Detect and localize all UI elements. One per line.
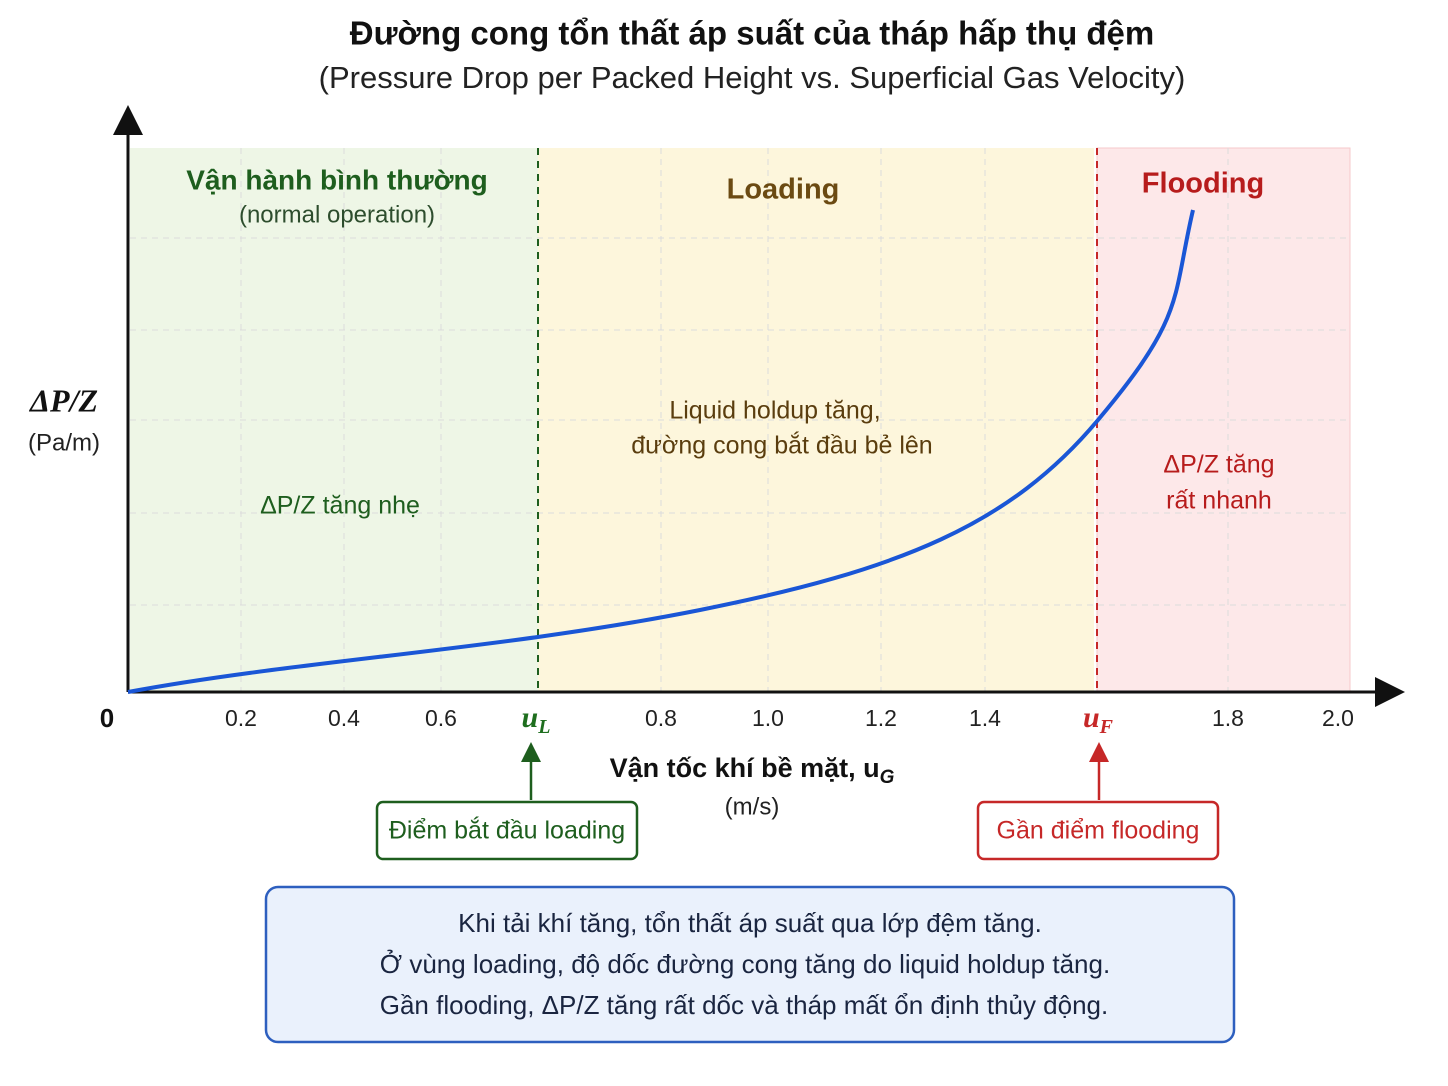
x-tick-label: 1.4 bbox=[969, 705, 1001, 731]
y-unit: (Pa/m) bbox=[28, 429, 100, 456]
zone-note: rất nhanh bbox=[1166, 487, 1272, 515]
y-label: ΔP/Z bbox=[28, 382, 98, 418]
pressure-curve bbox=[127, 209, 1195, 694]
text: Vận tốc khí bề mặt, u bbox=[610, 753, 880, 783]
summary-line: Khi tải khí tăng, tổn thất áp suất qua l… bbox=[458, 908, 1042, 938]
zone-title: Vận hành bình thường bbox=[186, 164, 487, 195]
subscript: L bbox=[537, 716, 550, 738]
x-tick-label: 0.4 bbox=[328, 705, 360, 731]
subscript: G bbox=[880, 767, 895, 788]
grid bbox=[130, 148, 1350, 692]
x-tick-uf: uF bbox=[1083, 701, 1114, 738]
summary-box bbox=[264, 885, 1236, 1044]
title: Đường cong tổn thất áp suất của tháp hấp… bbox=[350, 15, 1155, 52]
x-tick-label: 1.0 bbox=[752, 705, 784, 731]
x-tick-label: 1.8 bbox=[1212, 705, 1244, 731]
symbol: u bbox=[1083, 701, 1100, 734]
symbol: u bbox=[522, 701, 539, 734]
zone-note: ΔP/Z tăng nhẹ bbox=[260, 492, 420, 520]
x-label: Vận tốc khí bề mặt, uG bbox=[610, 753, 895, 788]
summary-line: Gần flooding, ΔP/Z tăng rất dốc và tháp … bbox=[380, 990, 1109, 1020]
x-tick-label: 1.2 bbox=[865, 705, 897, 731]
x-tick-label: 2.0 bbox=[1322, 705, 1354, 731]
x-tick-ul: uL bbox=[522, 701, 551, 738]
subscript: F bbox=[1099, 716, 1114, 738]
x-tick-label: 0.2 bbox=[225, 705, 257, 731]
zone-title: Flooding bbox=[1142, 168, 1264, 200]
zone-subtitle: (normal operation) bbox=[239, 201, 435, 228]
summary-line: Ở vùng loading, độ dốc đường cong tăng d… bbox=[380, 948, 1110, 979]
callout-text: Điểm bắt đầu loading bbox=[389, 816, 625, 845]
zone-note: ΔP/Z tăng bbox=[1163, 451, 1274, 479]
x-origin: 0 bbox=[100, 703, 114, 733]
zone-note: Liquid holdup tăng, bbox=[669, 397, 880, 425]
callout-box bbox=[375, 800, 639, 861]
callout-text: Gần điểm flooding bbox=[997, 817, 1200, 845]
callout-box bbox=[976, 800, 1220, 861]
subtitle: (Pressure Drop per Packed Height vs. Sup… bbox=[319, 60, 1186, 95]
x-unit: (m/s) bbox=[725, 793, 780, 820]
zone-title: Loading bbox=[727, 174, 840, 206]
x-tick-label: 0.8 bbox=[645, 705, 677, 731]
x-tick-label: 0.6 bbox=[425, 705, 457, 731]
zone-note: đường cong bắt đầu bẻ lên bbox=[631, 431, 932, 460]
